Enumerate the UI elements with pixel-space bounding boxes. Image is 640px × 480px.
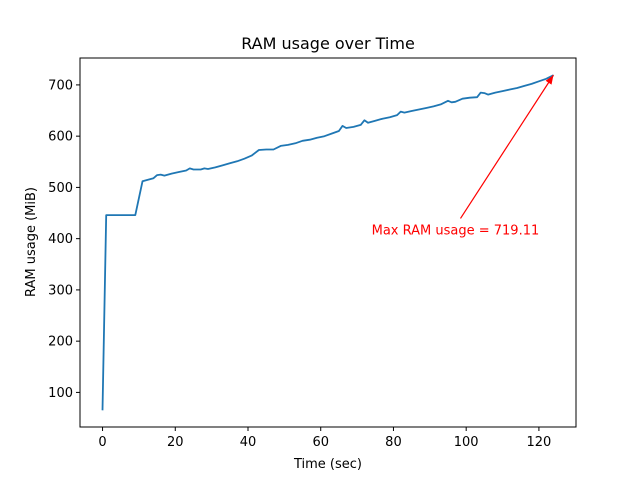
y-axis-ticks: 100 200 300 400 500 600 700	[48, 78, 80, 401]
y-axis-label: RAM usage (MiB)	[24, 187, 39, 297]
y-tick-label: 700	[48, 78, 73, 93]
x-tick-label: 20	[167, 435, 184, 450]
y-tick-label: 600	[48, 130, 73, 145]
annotation-arrow-shaft	[459, 74, 554, 219]
x-tick-label: 100	[454, 435, 479, 450]
plot-area	[79, 57, 577, 428]
x-tick-label: 60	[312, 435, 329, 450]
plot-frame	[79, 57, 577, 428]
y-tick-label: 100	[48, 386, 73, 401]
y-tick-label: 400	[48, 232, 73, 247]
x-tick-label: 120	[526, 435, 551, 450]
annotation-arrow-head	[545, 75, 554, 85]
x-axis-ticks: 0 20 40 60 80 100 120	[98, 427, 551, 450]
chart-title: RAM usage over Time	[241, 34, 415, 53]
series-layer	[101, 74, 554, 411]
x-tick-label: 40	[240, 435, 257, 450]
annotation-layer: Max RAM usage = 719.11	[372, 74, 554, 238]
series-line	[101, 74, 554, 411]
y-tick-label: 300	[48, 283, 73, 298]
max-ram-annotation: Max RAM usage = 719.11	[372, 223, 540, 238]
x-tick-label: 0	[98, 435, 106, 450]
y-tick-label: 500	[48, 181, 73, 196]
y-tick-label: 200	[48, 335, 73, 350]
x-axis-label: Time (sec)	[293, 457, 362, 472]
x-tick-label: 80	[385, 435, 402, 450]
